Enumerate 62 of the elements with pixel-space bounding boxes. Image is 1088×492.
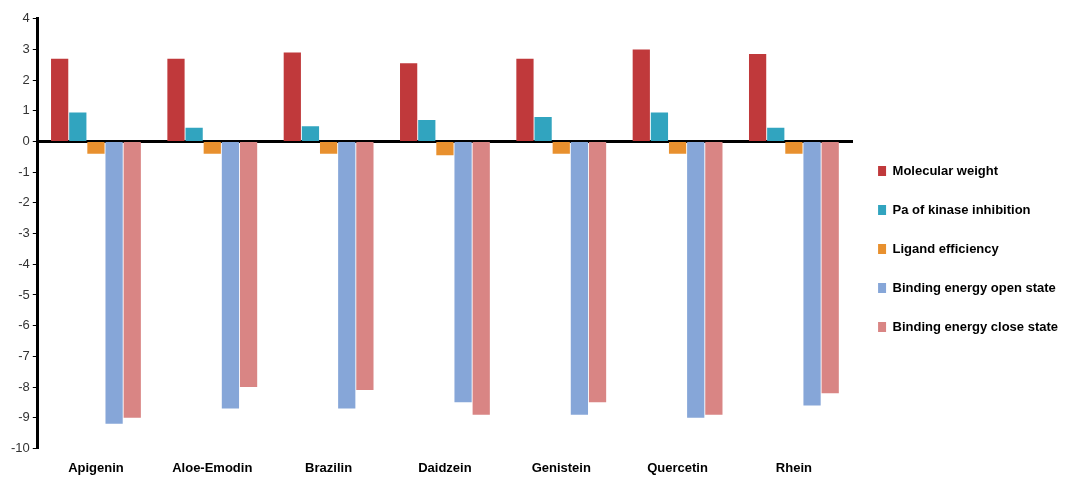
bar	[400, 63, 418, 142]
bar	[767, 127, 785, 142]
bar	[69, 112, 87, 142]
bar	[239, 142, 258, 388]
bar	[301, 126, 320, 142]
x-tick-label: Aloe-Emodin	[172, 459, 253, 475]
bar	[785, 142, 803, 154]
bar	[203, 142, 221, 154]
bar	[516, 58, 534, 142]
y-tick-label: -4	[18, 255, 30, 271]
bar	[51, 58, 69, 142]
legend-label: Ligand efficiency	[892, 240, 1000, 256]
bar	[632, 49, 650, 142]
bar	[588, 142, 607, 403]
bar	[821, 142, 839, 394]
bar	[167, 58, 185, 142]
x-tick-label: Quercetin	[647, 459, 708, 475]
y-tick-label: -8	[18, 378, 30, 394]
bar	[283, 52, 301, 142]
x-tick-label: Daidzein	[418, 459, 472, 475]
legend-label: Pa of kinase inhibition	[892, 201, 1031, 217]
x-tick-label: Brazilin	[305, 459, 353, 475]
y-tick-label: -10	[10, 439, 30, 455]
bar	[803, 142, 821, 406]
bar	[748, 54, 767, 142]
y-tick-label: 4	[22, 10, 30, 26]
y-tick-label: -2	[18, 194, 30, 210]
y-tick-label: -7	[18, 347, 30, 363]
y-tick-label: -9	[18, 409, 30, 425]
x-tick-label: Apigenin	[68, 459, 124, 475]
bar	[472, 142, 490, 415]
x-tick-label: Genistein	[531, 459, 591, 475]
y-tick-label: 3	[22, 41, 30, 57]
x-tick-label: Rhein	[775, 459, 813, 475]
bar	[687, 142, 705, 418]
legend-label: Binding energy close state	[892, 318, 1058, 334]
bar	[418, 120, 436, 142]
y-tick-label: -5	[18, 286, 30, 302]
y-tick-label: 0	[22, 133, 30, 149]
bar	[221, 142, 240, 409]
bar	[185, 127, 203, 142]
bar	[705, 142, 723, 415]
bar	[570, 142, 589, 415]
bar	[650, 112, 669, 142]
bar	[454, 142, 472, 403]
bar	[534, 116, 552, 142]
bar	[87, 142, 105, 154]
bar	[668, 142, 687, 154]
bar	[436, 142, 454, 156]
bar	[123, 142, 141, 418]
bar	[319, 142, 338, 154]
y-tick-label: 2	[22, 71, 30, 87]
bar	[338, 142, 356, 409]
legend-label: Molecular weight	[892, 162, 999, 178]
y-tick-label: 1	[22, 102, 30, 118]
y-tick-label: -3	[18, 225, 30, 241]
y-tick-label: -6	[18, 317, 30, 333]
bar	[552, 142, 570, 154]
bar	[356, 142, 374, 391]
bar	[105, 142, 123, 424]
y-tick-label: -1	[18, 163, 30, 179]
legend-label: Binding energy open state	[892, 279, 1056, 295]
